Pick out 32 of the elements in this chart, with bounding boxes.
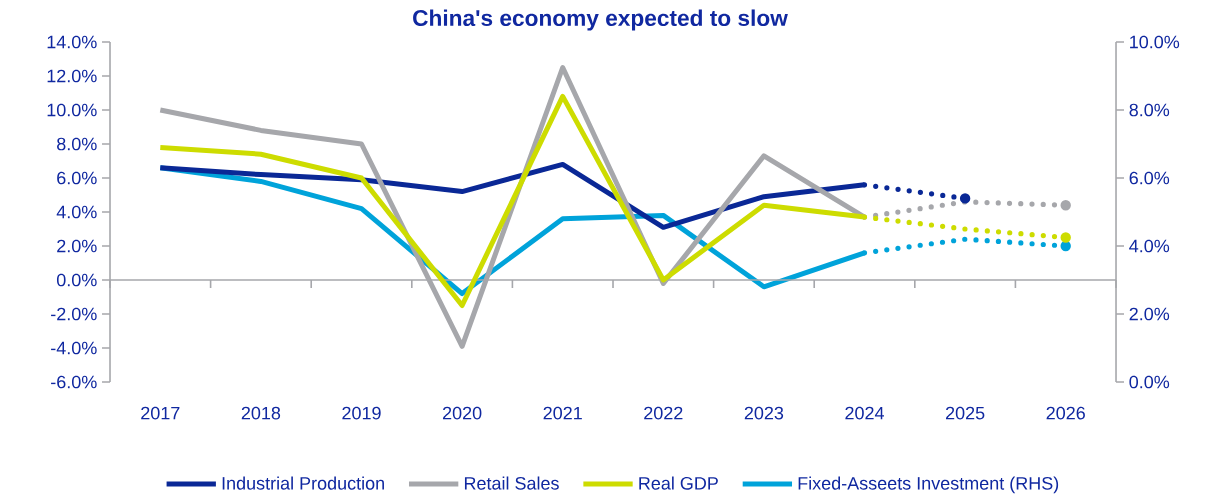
x-tick-label: 2017 xyxy=(141,406,180,420)
y-tick-label: -2.0% xyxy=(51,307,97,321)
y-tick-label: 6.0% xyxy=(57,171,97,185)
x-tick-label: 2024 xyxy=(845,406,885,420)
legend-label: Real GDP xyxy=(639,476,718,490)
y-tick-label: 12.0% xyxy=(47,69,97,83)
legend-label: Retail Sales xyxy=(464,476,559,490)
y2-tick-label: 10.0% xyxy=(1130,35,1180,49)
chart-title: China's economy expected to slow xyxy=(413,9,788,31)
x-tick-label: 2025 xyxy=(945,406,985,420)
y2-tick-label: 2.0% xyxy=(1129,307,1170,321)
y2-tick-label: 4.0% xyxy=(1129,239,1170,253)
y-tick-label: 8.0% xyxy=(57,137,97,151)
y2-tick-label: 8.0% xyxy=(1129,103,1170,117)
x-tick-label: 2018 xyxy=(241,406,281,420)
legend-label: Fixed-Asseets Investment (RHS) xyxy=(798,476,1059,494)
y-tick-label: -4.0% xyxy=(51,341,97,355)
x-tick-label: 2020 xyxy=(442,406,482,420)
y2-tick-label: 0.0% xyxy=(1129,375,1170,389)
y-tick-label: 14.0% xyxy=(47,35,97,49)
y-tick-label: -6.0% xyxy=(51,375,97,389)
x-tick-label: 2019 xyxy=(342,406,381,420)
y-tick-label: 4.0% xyxy=(56,205,97,219)
y-tick-label: 2.0% xyxy=(57,239,97,253)
y-tick-label: 10.0% xyxy=(47,103,97,117)
x-tick-label: 2023 xyxy=(744,406,784,420)
y-tick-label: 0.0% xyxy=(56,273,97,287)
legend-label: Industrial Production xyxy=(222,476,384,490)
x-tick-label: 2022 xyxy=(644,406,683,420)
x-tick-label: 2026 xyxy=(1046,406,1085,420)
y2-tick-label: 6.0% xyxy=(1129,171,1170,185)
x-tick-label: 2021 xyxy=(543,406,582,420)
